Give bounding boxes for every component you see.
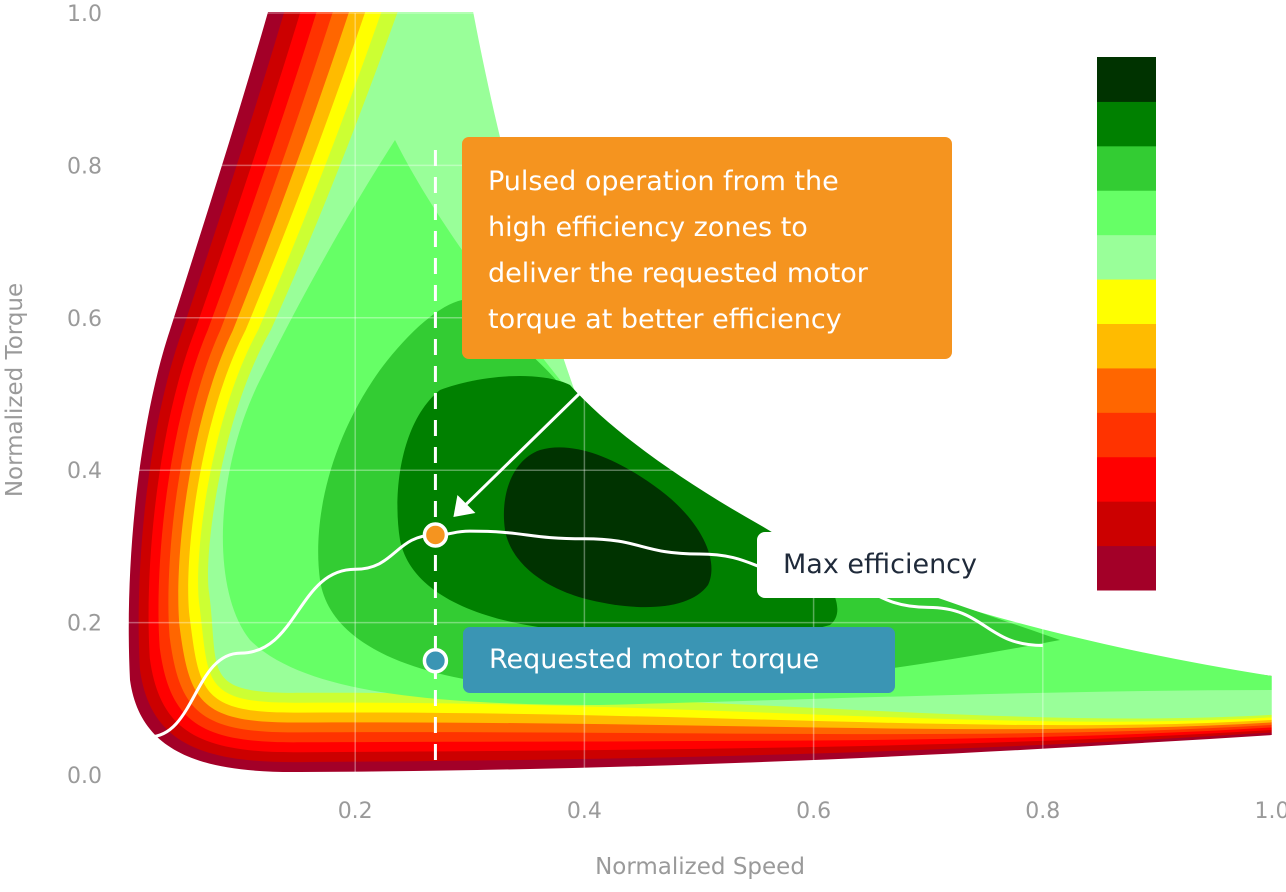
pulsed-operating-point xyxy=(422,522,449,548)
colorbar xyxy=(1097,57,1156,591)
x-tick-label-4: 1.0 xyxy=(1255,799,1286,824)
y-axis-label: Normalized Torque xyxy=(2,283,28,497)
colorbar-segment-8 xyxy=(1097,234,1156,280)
x-tick-label-3: 0.8 xyxy=(1025,799,1060,824)
colorbar-segment-1 xyxy=(1097,545,1156,591)
y-tick-label-4: 0.8 xyxy=(67,154,102,179)
y-tick-label-2: 0.4 xyxy=(67,459,102,484)
callout-arrow-line xyxy=(462,391,582,509)
requested-torque-callout: Requested motor torque xyxy=(463,627,895,693)
callout-arrow-head xyxy=(453,494,476,517)
y-tick-label-3: 0.6 xyxy=(67,307,102,332)
x-tick-label-2: 0.6 xyxy=(796,799,831,824)
colorbar-segment-5 xyxy=(1097,367,1156,413)
colorbar-segment-4 xyxy=(1097,412,1156,458)
pulsed-operation-callout: Pulsed operation from the high efficienc… xyxy=(462,137,952,359)
x-tick-label-0: 0.2 xyxy=(338,799,373,824)
axis-ticks: 0.2 0.4 0.6 0.8 1.0 0.0 0.2 0.4 0.6 0.8 1.0 xyxy=(67,2,1286,824)
colorbar-segment-2 xyxy=(1097,501,1156,547)
y-tick-label-1: 0.2 xyxy=(67,612,102,637)
colorbar-segment-7 xyxy=(1097,279,1156,324)
colorbar-segment-12 xyxy=(1097,57,1156,102)
max-efficiency-label: Max efficiency xyxy=(757,532,1019,598)
contour-band-13 xyxy=(503,447,712,608)
y-tick-label-0: 0.0 xyxy=(67,764,102,789)
colorbar-segment-6 xyxy=(1097,323,1156,369)
colorbar-segment-3 xyxy=(1097,456,1156,502)
colorbar-segment-9 xyxy=(1097,190,1156,236)
requested-torque-point xyxy=(422,647,449,674)
colorbar-segment-10 xyxy=(1097,145,1156,191)
y-tick-label-5: 1.0 xyxy=(67,2,102,27)
x-tick-label-1: 0.4 xyxy=(567,799,602,824)
colorbar-segment-11 xyxy=(1097,101,1156,147)
x-axis-label: Normalized Speed xyxy=(595,854,805,880)
